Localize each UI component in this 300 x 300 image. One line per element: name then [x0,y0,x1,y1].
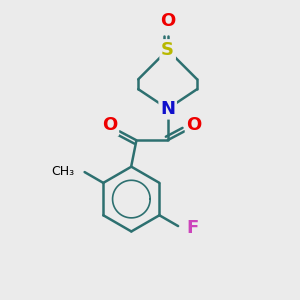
Text: O: O [160,12,175,30]
Text: O: O [187,116,202,134]
Text: O: O [102,116,117,134]
Text: CH₃: CH₃ [52,165,75,178]
Text: S: S [161,41,174,59]
Text: F: F [186,219,198,237]
Text: N: N [160,100,175,118]
